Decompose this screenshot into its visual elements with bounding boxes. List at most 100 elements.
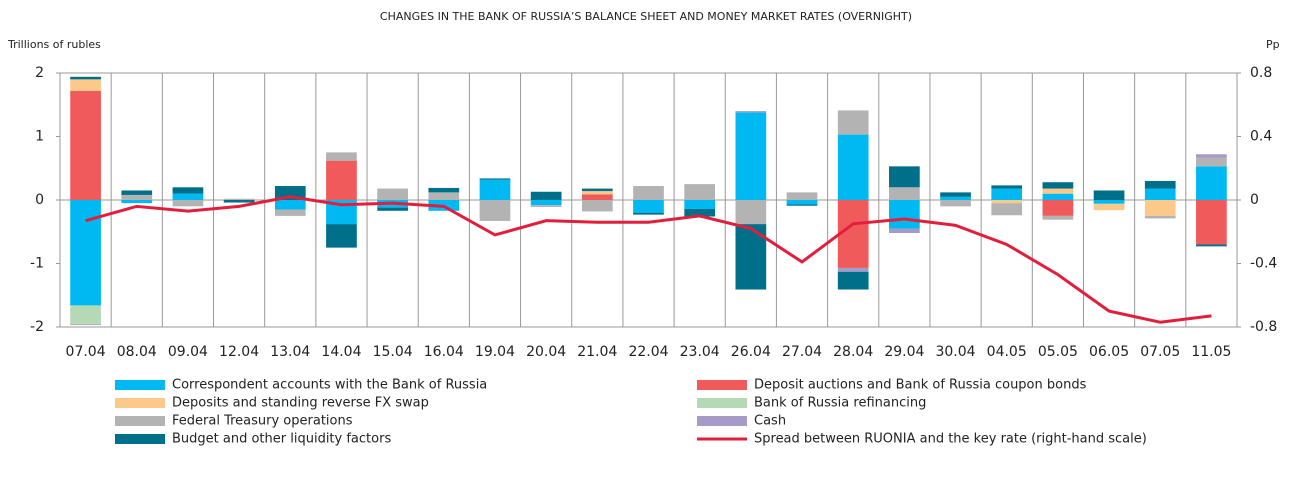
- bar-segment: [889, 166, 920, 188]
- bar-segment: [837, 110, 869, 135]
- bar-segment: [121, 194, 153, 200]
- bar-segment: [837, 267, 869, 272]
- bar-segment: [1093, 200, 1125, 204]
- bar-segment: [274, 200, 306, 210]
- bar-segment: [1196, 244, 1227, 247]
- bar-segment: [121, 190, 153, 195]
- x-tick-label: 07.05: [1140, 344, 1180, 360]
- bar-segment: [1093, 203, 1125, 211]
- bar-segment: [70, 305, 101, 324]
- x-tick-label: 07.04: [66, 344, 106, 360]
- bar-segment: [70, 323, 101, 326]
- bar-segment: [889, 187, 920, 200]
- bar-segment: [581, 194, 613, 200]
- y2-tick-label: -0.4: [1250, 256, 1277, 272]
- bar-segment: [837, 134, 869, 200]
- bar-segment: [70, 79, 101, 91]
- bar-segment: [1196, 154, 1227, 158]
- bar-segment: [428, 187, 460, 193]
- x-tick-label: 08.04: [117, 344, 157, 360]
- bar-segment: [326, 152, 357, 161]
- bar-segment: [735, 111, 767, 113]
- bar-segment: [1042, 193, 1074, 200]
- bar-segment: [479, 200, 511, 221]
- x-tick-label: 22.04: [628, 344, 668, 360]
- bar-segment: [377, 188, 408, 200]
- bar-segment: [786, 192, 818, 200]
- bar-segment: [940, 200, 971, 207]
- bar-segment: [581, 200, 613, 212]
- y-tick-label: 1: [35, 129, 44, 145]
- legend-label: Deposit auctions and Bank of Russia coup…: [754, 378, 1087, 393]
- y2-tick-label: 0.4: [1250, 129, 1272, 145]
- bar-segment: [479, 178, 511, 180]
- bar-segment: [633, 212, 664, 215]
- bar-segment: [684, 208, 716, 217]
- spread-line: [85, 195, 1212, 324]
- bar-segment: [633, 200, 664, 213]
- y2-tick-label: 0.8: [1250, 65, 1272, 81]
- x-tick-label: 30.04: [935, 344, 975, 360]
- bar-segment: [172, 187, 204, 194]
- x-tick-label: 29.04: [884, 344, 924, 360]
- x-tick-label: 20.04: [526, 344, 566, 360]
- x-tick-label: 12.04: [219, 344, 259, 360]
- bar-segment: [1144, 200, 1176, 216]
- legend-swatch: [697, 380, 747, 390]
- bar-segment: [428, 192, 460, 200]
- bar-segment: [1144, 180, 1176, 189]
- bar-segment: [1042, 215, 1074, 220]
- y2-tick-label: -0.8: [1250, 319, 1277, 335]
- bar-segment: [530, 200, 562, 206]
- y-tick-label: 0: [35, 192, 44, 208]
- bar-segment: [940, 196, 971, 200]
- x-tick-label: 16.04: [424, 344, 464, 360]
- chart-title: CHANGES IN THE BANK OF RUSSIA’S BALANCE …: [380, 10, 912, 23]
- bar-segment: [1144, 215, 1176, 219]
- bar-segment: [786, 200, 818, 205]
- x-tick-label: 23.04: [680, 344, 720, 360]
- bar-segment: [889, 228, 920, 234]
- legend-label: Federal Treasury operations: [172, 414, 353, 429]
- bar-segment: [326, 160, 357, 200]
- x-tick-label: 21.04: [577, 344, 617, 360]
- bar-segment: [377, 207, 408, 211]
- bar-segment: [326, 224, 357, 248]
- legend-swatch: [115, 434, 165, 444]
- x-tick-label: 06.05: [1089, 344, 1129, 360]
- bar-segment: [940, 192, 971, 197]
- bar-segment: [735, 112, 767, 200]
- y-tick-label: -2: [30, 319, 44, 335]
- x-tick-label: 28.04: [833, 344, 873, 360]
- bar-segment: [991, 185, 1023, 189]
- bar-segment: [1093, 190, 1125, 200]
- bar-segment: [223, 198, 255, 200]
- bar-segment: [1042, 182, 1074, 189]
- bar-segment: [172, 200, 204, 207]
- bar-segment: [70, 76, 101, 80]
- bar-segment: [633, 186, 664, 200]
- x-tick-label: 05.05: [1038, 344, 1078, 360]
- y-tick-label: 2: [35, 65, 44, 81]
- x-tick-label: 14.04: [321, 344, 361, 360]
- x-tick-label: 09.04: [168, 344, 208, 360]
- legend-label: Bank of Russia refinancing: [754, 396, 926, 411]
- legend-swatch: [115, 380, 165, 390]
- bar-segment: [837, 200, 869, 268]
- bar-segment: [991, 200, 1023, 204]
- x-tick-label: 26.04: [731, 344, 771, 360]
- bar-segment: [70, 90, 101, 200]
- legend-label: Cash: [754, 414, 786, 429]
- x-tick-label: 04.05: [987, 344, 1027, 360]
- bar-segment: [786, 204, 818, 206]
- bar-segment: [1196, 200, 1227, 245]
- bar-segment: [479, 179, 511, 200]
- y-axis-label: Trillions of rubles: [7, 38, 101, 51]
- x-tick-label: 13.04: [270, 344, 310, 360]
- legend-label: Spread between RUONIA and the key rate (…: [754, 432, 1147, 447]
- bar-segment: [581, 191, 613, 195]
- legend-swatch: [115, 398, 165, 408]
- x-tick-label: 15.04: [373, 344, 413, 360]
- bar-segment: [991, 188, 1023, 200]
- bar-segment: [530, 191, 562, 200]
